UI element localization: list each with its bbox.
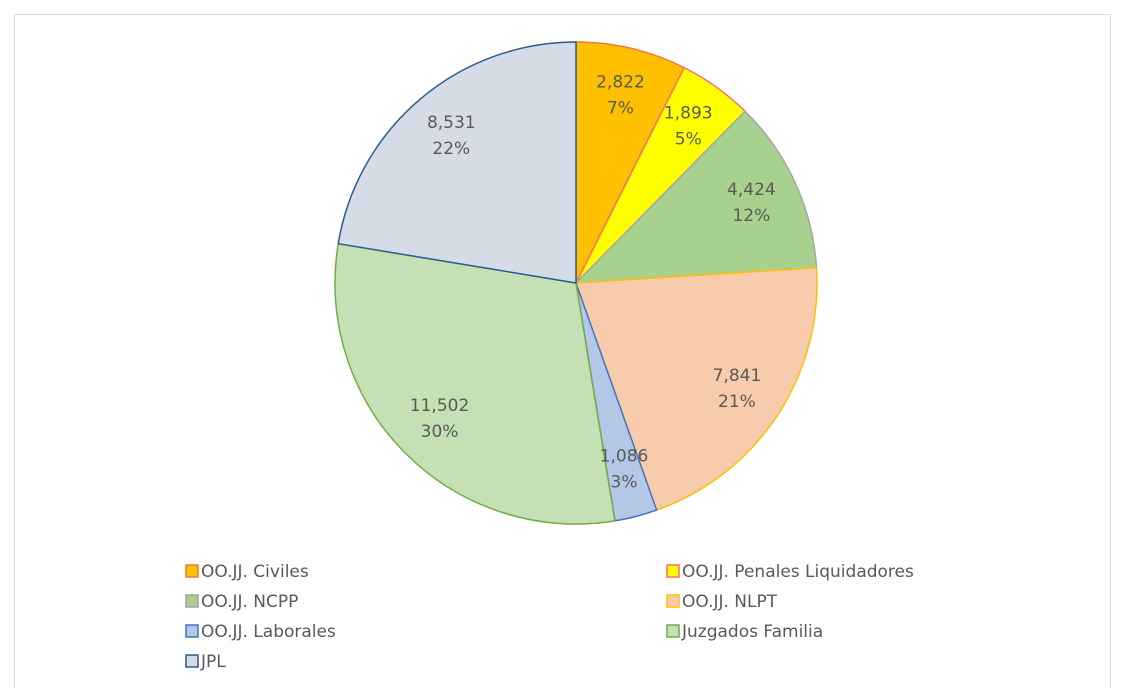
legend-swatch [185, 624, 199, 638]
legend-label: OO.JJ. Laborales [201, 622, 336, 642]
data-label: 1,893 [664, 103, 713, 123]
pie-slice [575, 41, 686, 284]
data-label: 8,531 [427, 113, 476, 133]
data-label: 4,424 [727, 180, 776, 200]
legend-label: OO.JJ. NCPP [201, 592, 298, 612]
legend-swatch [185, 654, 199, 668]
pie-slice [337, 41, 577, 284]
data-label-percent: 22% [432, 139, 470, 159]
pie-slice [574, 110, 818, 284]
legend-swatch [666, 594, 680, 608]
legend-swatch [185, 594, 199, 608]
pie-slice [334, 242, 616, 525]
legend-label: Juzgados Familia [681, 622, 823, 642]
legend-label: OO.JJ. Penales Liquidadores [682, 562, 914, 582]
legend-label: JPL [200, 652, 226, 672]
data-label: 11,502 [410, 396, 469, 416]
legend-swatch [666, 624, 680, 638]
data-label: 2,822 [596, 72, 645, 92]
data-label-percent: 30% [421, 422, 459, 442]
data-label-percent: 3% [611, 473, 638, 493]
pie-slice [574, 266, 818, 512]
legend-label: OO.JJ. Civiles [201, 562, 309, 582]
data-label-percent: 7% [607, 98, 634, 118]
legend-swatch [185, 564, 199, 578]
data-label: 7,841 [713, 366, 762, 386]
data-label-percent: 12% [732, 206, 770, 226]
data-label-percent: 5% [675, 129, 702, 149]
data-label-percent: 21% [718, 392, 756, 412]
data-label: 1,086 [600, 447, 649, 467]
legend-label: OO.JJ. NLPT [682, 592, 778, 612]
legend-swatch [666, 564, 680, 578]
